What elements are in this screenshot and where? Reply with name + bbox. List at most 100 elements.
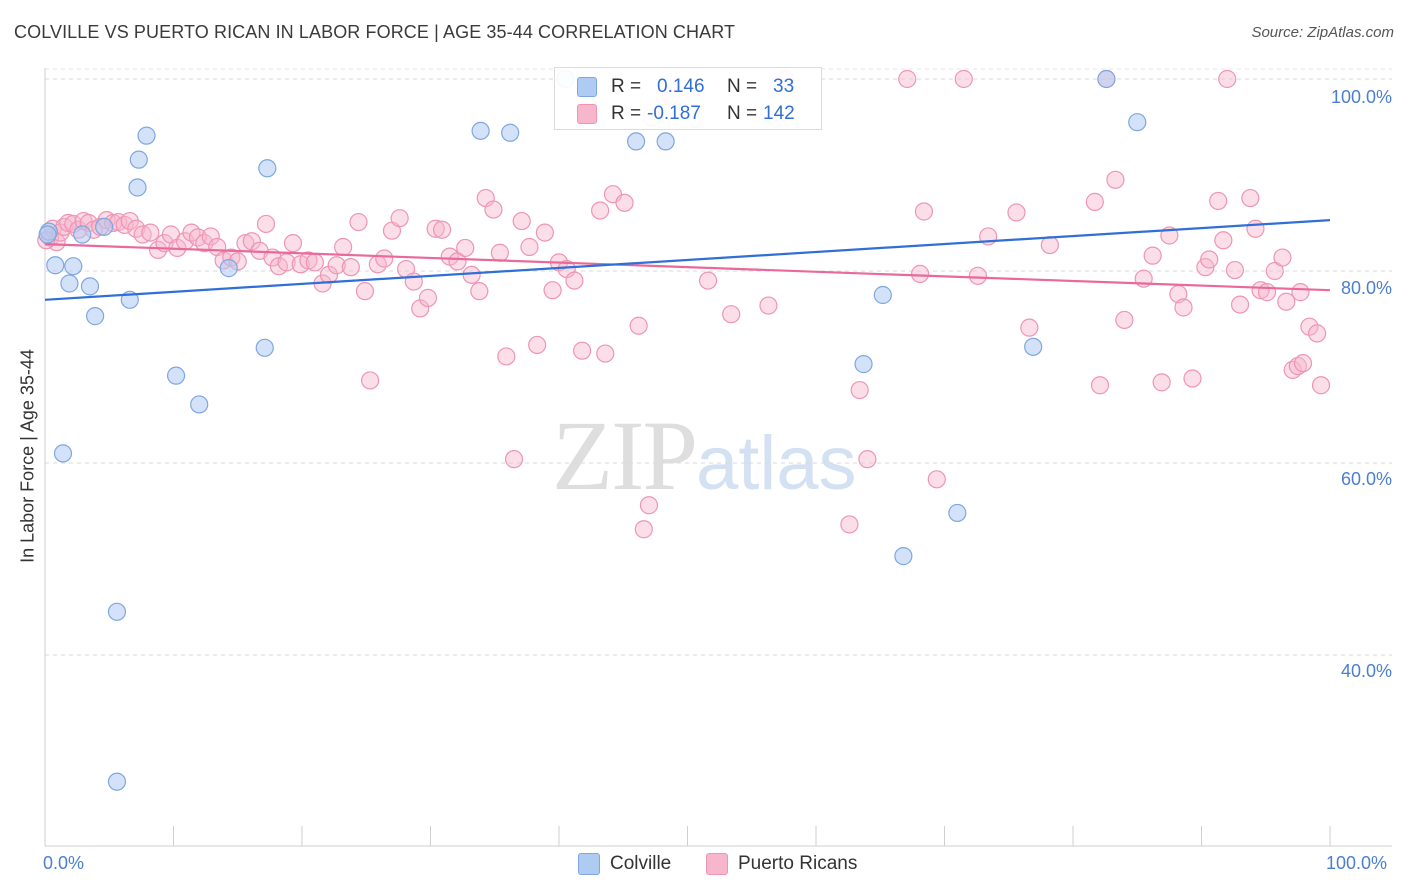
colville-point xyxy=(873,285,892,305)
puerto-trend-line xyxy=(44,243,1331,292)
colville-point xyxy=(255,338,274,357)
puerto-point xyxy=(305,253,324,272)
puerto-point xyxy=(490,243,509,262)
puerto-point xyxy=(1288,356,1307,376)
y-tick-label-80: 80.0% xyxy=(1340,278,1392,298)
colville-point xyxy=(73,225,92,244)
puerto-point xyxy=(535,223,554,242)
puerto-point xyxy=(375,249,394,268)
colville-point xyxy=(128,178,147,197)
colville-point xyxy=(137,126,156,145)
puerto-n-value: 142 xyxy=(763,103,795,124)
puerto-point xyxy=(1090,376,1110,395)
puerto-point xyxy=(1311,376,1331,395)
puerto-point xyxy=(520,237,539,257)
colville-point xyxy=(129,150,148,169)
puerto-point xyxy=(59,213,78,233)
colville-point xyxy=(60,274,79,293)
puerto-point xyxy=(722,305,741,324)
chart-title: COLVILLE VS PUERTO RICAN IN LABOR FORCE … xyxy=(14,22,736,42)
puerto-point xyxy=(1214,231,1233,250)
colville-swatch xyxy=(577,77,597,97)
colville-r-value: 0.146 xyxy=(657,76,705,97)
puerto-point xyxy=(1246,219,1265,238)
colville-points xyxy=(38,69,1147,791)
puerto-point xyxy=(591,201,610,220)
puerto-point xyxy=(141,223,160,242)
puerto-point xyxy=(1143,246,1162,265)
puerto-point xyxy=(456,238,475,258)
puerto-point xyxy=(148,240,168,259)
puerto-point xyxy=(319,265,339,284)
puerto-point xyxy=(1291,283,1310,302)
puerto-point xyxy=(1020,318,1039,337)
puerto-point xyxy=(954,69,973,89)
puerto-point xyxy=(1183,369,1202,388)
colville-point xyxy=(656,132,675,151)
puerto-point xyxy=(462,265,481,284)
puerto-point xyxy=(1277,292,1296,311)
colville-point xyxy=(471,121,490,140)
colville-point xyxy=(46,256,65,275)
puerto-point xyxy=(390,209,409,228)
puerto-point xyxy=(927,470,946,489)
colville-point xyxy=(64,257,83,276)
puerto-point xyxy=(910,264,930,283)
puerto-point xyxy=(448,252,467,271)
colville-trend-line xyxy=(44,219,1331,301)
puerto-point xyxy=(512,211,531,231)
puerto-point xyxy=(1251,281,1270,300)
colville-point xyxy=(1097,69,1116,89)
colville-point xyxy=(501,123,520,142)
colville-point xyxy=(1128,113,1147,132)
axes xyxy=(44,68,1392,847)
puerto-point xyxy=(1106,170,1125,189)
colville-point xyxy=(854,355,873,374)
y-tick-label-100: 100.0% xyxy=(1330,87,1392,107)
puerto-point xyxy=(242,232,261,251)
puerto-point xyxy=(1152,373,1171,392)
puerto-point xyxy=(698,271,718,290)
puerto-n-label: N = xyxy=(727,103,758,124)
y-axis-title: In Labor Force | Age 35-44 xyxy=(17,349,38,563)
puerto-point xyxy=(432,220,452,239)
puerto-point xyxy=(968,266,988,285)
colville-r-label: R = xyxy=(611,76,642,97)
puerto-point xyxy=(1257,283,1277,302)
colville-point xyxy=(258,159,277,178)
puerto-point xyxy=(1230,295,1250,314)
puerto-point xyxy=(634,520,653,539)
puerto-point xyxy=(1273,248,1292,267)
puerto-point xyxy=(484,200,503,219)
correlation-legend: R = 0.146 N = 33 R = -0.187 N = 142 xyxy=(554,67,822,130)
grid-lines xyxy=(45,68,1392,656)
y-tick-label-60: 60.0% xyxy=(1340,469,1392,489)
puerto-point xyxy=(1007,203,1026,222)
colville-point xyxy=(166,366,186,385)
puerto-point xyxy=(840,515,859,534)
puerto-point xyxy=(914,202,934,221)
puerto-r-value: -0.187 xyxy=(647,103,701,124)
puerto-point xyxy=(898,69,917,89)
puerto-point xyxy=(573,341,592,360)
puerto-point xyxy=(341,258,360,277)
puerto-point xyxy=(565,271,584,290)
puerto-point xyxy=(201,227,220,246)
puerto-point xyxy=(1200,250,1219,269)
puerto-point xyxy=(361,371,380,390)
bottom-colville-label: Colville xyxy=(610,853,672,874)
colville-point xyxy=(95,217,114,236)
colville-point xyxy=(107,772,127,791)
puerto-point xyxy=(1241,188,1260,208)
puerto-point xyxy=(1300,317,1319,336)
y-tick-label-40: 40.0% xyxy=(1340,661,1392,681)
puerto-point xyxy=(1265,261,1284,281)
puerto-point xyxy=(759,296,778,315)
puerto-point xyxy=(1293,354,1313,373)
puerto-point xyxy=(334,237,353,257)
chart-source: Source: ZipAtlas.com xyxy=(1251,24,1394,41)
puerto-point xyxy=(1174,298,1193,317)
puerto-point xyxy=(1209,191,1228,211)
